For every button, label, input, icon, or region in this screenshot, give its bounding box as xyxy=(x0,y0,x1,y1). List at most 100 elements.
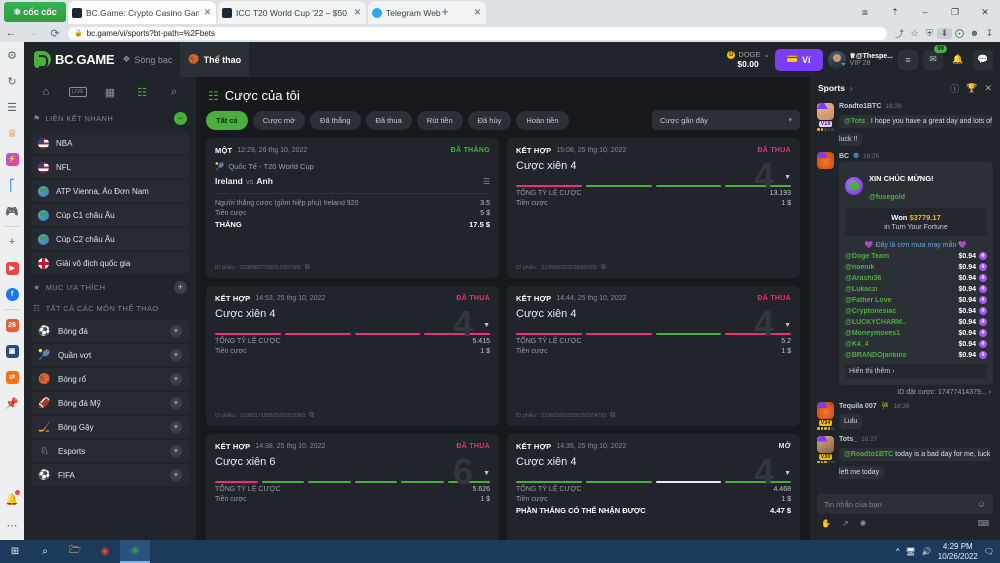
close-window-icon[interactable]: ✕ xyxy=(981,6,989,17)
extensions-icon[interactable]: ⨀ xyxy=(955,27,964,38)
volume-icon[interactable]: 🔊 xyxy=(921,547,932,556)
share-icon[interactable]: ⤴ xyxy=(894,28,904,39)
sidebar-item-baseball[interactable]: 🏒 Bóng Gậy + xyxy=(31,416,189,438)
ticket-id-row[interactable]: ID phiếu: 2198082775815.5307999 ⧉ xyxy=(215,264,310,272)
recipient-name[interactable]: @Moneymoves1 xyxy=(845,329,901,337)
chat-icon[interactable]: 💬 xyxy=(973,49,993,70)
info-icon[interactable]: ⓘ xyxy=(950,83,960,94)
sidebar-tab-live[interactable]: LIVE xyxy=(67,82,89,102)
collapse-button[interactable]: − xyxy=(174,112,187,125)
filter-all[interactable]: Tất cả xyxy=(206,110,248,130)
bcgame-logo[interactable]: BC.GAME xyxy=(34,51,115,68)
user-profile[interactable]: ♕@Thespe... VIP 28 xyxy=(827,50,893,69)
plus-icon[interactable]: + xyxy=(8,236,16,248)
tip-icon[interactable]: ✋ xyxy=(821,519,831,528)
message-username[interactable]: Tots_ xyxy=(839,435,858,443)
bet-card-combo[interactable]: KẾT HỢP 14:44, 25 thg 10, 2022 ĐÃ THUA C… xyxy=(507,286,800,426)
stats-icon[interactable]: ☰ xyxy=(482,176,490,186)
sidebar-item-atp-vienna[interactable]: ATP Vienna, Áo Đơn Nam xyxy=(31,180,189,202)
show-hidden-icons-icon[interactable]: ^ xyxy=(895,547,900,556)
ticket-id-row[interactable]: ID phiếu: 2196600251108081605 ⧉ xyxy=(516,264,606,272)
sidebar-tab-calendar[interactable]: ▦ xyxy=(104,86,116,99)
history-icon[interactable]: ↻ xyxy=(7,75,17,88)
bet-card-combo[interactable]: KẾT HỢP 14:38, 25 thg 10, 2022 ĐÃ THUA C… xyxy=(206,434,499,540)
recipient-name[interactable]: @Father Love xyxy=(845,296,892,304)
copy-icon[interactable]: ⧉ xyxy=(600,264,606,271)
filter-open[interactable]: Cược mở xyxy=(252,110,306,130)
avatar[interactable] xyxy=(817,402,834,419)
sidebar-item-fifa[interactable]: ⚽ FIFA + xyxy=(31,464,189,486)
copy-icon[interactable]: ⧉ xyxy=(309,412,315,419)
bet-card-combo[interactable]: KẾT HỢP 15:08, 25 thg 10, 2022 ĐÃ THUA C… xyxy=(507,138,800,278)
chevron-down-icon[interactable]: ▼ xyxy=(784,322,791,329)
recipient-name[interactable]: @Cryptonesiac xyxy=(845,307,897,315)
chat-input[interactable]: Tin nhắn của bạn ☺ xyxy=(817,494,993,514)
rain-icon[interactable]: ↗ xyxy=(841,519,849,528)
add-button[interactable]: + xyxy=(170,373,182,385)
bell-icon[interactable]: 🔔 xyxy=(952,54,964,64)
copy-icon[interactable]: ⧉ xyxy=(304,264,310,271)
sidebar-item-esports[interactable]: ♘ Esports + xyxy=(31,440,189,462)
gif-icon[interactable]: ✺ xyxy=(859,519,867,528)
sidebar-item-basketball[interactable]: 🏀 Bóng rổ + xyxy=(31,368,189,390)
sidebar-item-american-football[interactable]: 🏈 Bóng đá Mỹ + xyxy=(31,392,189,414)
coccoc-brand-button[interactable]: ⚛ cốc cốc xyxy=(4,2,66,22)
new-tab-button[interactable]: + xyxy=(441,4,449,19)
sidebar-item-cup-c1[interactable]: Cúp C1 châu Âu xyxy=(31,204,189,226)
save-icon[interactable]: ↧ xyxy=(985,27,994,38)
add-button[interactable]: + xyxy=(170,349,182,361)
ticket-id-row[interactable]: ID phiếu: 2196216012500152104799 ⧉ xyxy=(516,412,615,420)
chevron-down-icon[interactable]: ▼ xyxy=(483,470,490,477)
keyboard-icon[interactable]: ⌨ xyxy=(977,519,989,528)
nav-sports[interactable]: 🏀 Thể thao xyxy=(180,42,250,77)
message-username[interactable]: Tequila 007 xyxy=(839,402,877,410)
bet-card-single[interactable]: MỘT 12:29, 26 thg 10, 2022 ĐÃ THẮNG 🎾 Qu… xyxy=(206,138,499,278)
message-username[interactable]: BC xyxy=(839,152,850,160)
sidebar-tab-search[interactable]: ⌕ xyxy=(170,85,178,98)
wallet-button[interactable]: 💳 Ví xyxy=(774,48,823,71)
sidebar-item-nba[interactable]: NBA xyxy=(31,132,189,154)
bell-icon[interactable]: 🔔 xyxy=(0,486,24,512)
tab-search-icon[interactable]: ⧈ xyxy=(862,6,868,17)
filter-cashout[interactable]: Rút tiền xyxy=(416,110,463,130)
mention[interactable]: @Roadto1BTC xyxy=(844,450,894,458)
chevron-down-icon[interactable]: ▼ xyxy=(784,470,791,477)
filter-won[interactable]: Đã thắng xyxy=(310,110,361,130)
bet-card-combo-open[interactable]: KẾT HỢP 14:35, 25 thg 10, 2022 MỞ Cược x… xyxy=(507,434,800,540)
chevron-down-icon[interactable]: ▼ xyxy=(784,174,791,181)
message-username[interactable]: Roadto1BTC xyxy=(839,103,882,110)
recipient-name[interactable]: @K4_4 xyxy=(845,340,869,348)
add-button[interactable]: + xyxy=(170,397,182,409)
filter-cancelled[interactable]: Đã hủy xyxy=(467,110,512,130)
clock[interactable]: 4:29 PM 10/26/2022 xyxy=(938,542,978,562)
rain-username[interactable]: @fusegold xyxy=(869,194,905,201)
profile-icon[interactable]: ☻ xyxy=(969,28,980,38)
coccoc-icon[interactable]: ◉ xyxy=(120,540,150,563)
back-icon[interactable]: ← xyxy=(5,27,17,39)
chrome-icon[interactable]: ◉ xyxy=(100,546,110,557)
sidebar-item-national-league[interactable]: Giải vô địch quốc gia xyxy=(31,252,189,274)
maximize-icon[interactable]: ❐ xyxy=(950,6,960,17)
show-more-button[interactable]: Hiển thị thêm › xyxy=(845,364,987,379)
bet-card-combo[interactable]: KẾT HỢP 14:53, 25 thg 10, 2022 ĐÃ THUA C… xyxy=(206,286,499,426)
download-icon[interactable]: ⬇ xyxy=(937,27,952,39)
add-button[interactable]: + xyxy=(170,469,182,481)
recipient-name[interactable]: @BRANDOjankins xyxy=(845,351,907,359)
chevron-down-icon[interactable]: ⌄ xyxy=(763,50,770,59)
sidebar-tab-mybets[interactable]: ☷ xyxy=(137,86,147,99)
sort-dropdown[interactable]: Cược gần đây ▾ xyxy=(652,110,800,130)
more-icon[interactable]: ⋯ xyxy=(6,519,18,532)
photo-icon[interactable]: ▣ xyxy=(0,338,24,364)
mail-icon[interactable]: ✉ 99 xyxy=(923,44,947,70)
youtube-icon[interactable]: ▶ xyxy=(0,255,24,281)
messenger-icon[interactable]: ⚡ xyxy=(0,146,24,172)
filter-lost[interactable]: Đã thua xyxy=(365,110,412,130)
add-favorite-button[interactable]: + xyxy=(174,281,187,294)
shuffle-icon[interactable]: ⇄ xyxy=(0,364,24,390)
pin-icon[interactable]: 📌 xyxy=(5,397,19,410)
restore-down-icon[interactable]: ⇡ xyxy=(891,6,899,17)
add-button[interactable]: + xyxy=(170,421,182,433)
sidebar-item-cup-c2[interactable]: Cúp C2 châu Âu xyxy=(31,228,189,250)
close-icon[interactable]: ✕ xyxy=(203,7,212,17)
chat-messages[interactable]: V18 Roadto1BTC 16:26 @Tots_ I hope you h… xyxy=(810,99,1000,487)
